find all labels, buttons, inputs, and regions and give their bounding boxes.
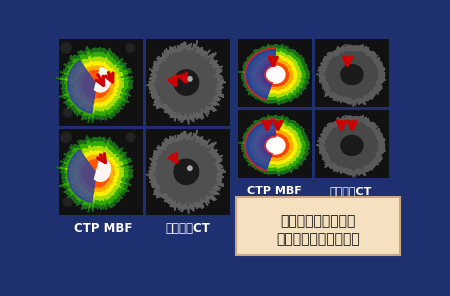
Polygon shape bbox=[68, 150, 96, 202]
Bar bbox=[146, 39, 230, 126]
Bar bbox=[146, 129, 230, 215]
Polygon shape bbox=[146, 130, 225, 214]
Polygon shape bbox=[94, 157, 110, 181]
Circle shape bbox=[63, 197, 73, 207]
Polygon shape bbox=[245, 49, 275, 99]
Polygon shape bbox=[81, 159, 110, 188]
Circle shape bbox=[187, 165, 193, 171]
Polygon shape bbox=[146, 41, 225, 124]
Polygon shape bbox=[71, 150, 119, 197]
Text: CTP MBF: CTP MBF bbox=[248, 186, 302, 196]
Bar bbox=[238, 110, 312, 178]
Bar bbox=[59, 129, 143, 215]
Text: 遅延造影CT: 遅延造影CT bbox=[329, 186, 372, 196]
Polygon shape bbox=[153, 137, 219, 206]
Polygon shape bbox=[238, 44, 310, 105]
Polygon shape bbox=[243, 118, 306, 172]
Polygon shape bbox=[341, 65, 363, 85]
Polygon shape bbox=[341, 136, 363, 155]
Polygon shape bbox=[261, 62, 289, 87]
Polygon shape bbox=[252, 55, 297, 94]
Circle shape bbox=[126, 132, 135, 142]
Polygon shape bbox=[245, 119, 275, 170]
Text: CTP MBF: CTP MBF bbox=[73, 222, 132, 235]
Polygon shape bbox=[60, 140, 129, 207]
Bar bbox=[315, 39, 389, 107]
Polygon shape bbox=[256, 129, 293, 161]
Polygon shape bbox=[261, 133, 289, 157]
Polygon shape bbox=[55, 136, 133, 212]
Polygon shape bbox=[316, 115, 386, 178]
Bar bbox=[238, 39, 312, 107]
Bar bbox=[315, 110, 389, 178]
Polygon shape bbox=[55, 46, 133, 123]
Polygon shape bbox=[66, 56, 124, 113]
Bar bbox=[236, 197, 400, 255]
Polygon shape bbox=[324, 122, 378, 170]
Polygon shape bbox=[81, 70, 110, 99]
Polygon shape bbox=[174, 159, 198, 184]
Polygon shape bbox=[76, 155, 115, 193]
Polygon shape bbox=[153, 48, 219, 117]
Polygon shape bbox=[256, 59, 293, 90]
Polygon shape bbox=[316, 44, 386, 107]
Polygon shape bbox=[324, 51, 378, 100]
Circle shape bbox=[126, 43, 135, 53]
Polygon shape bbox=[60, 51, 129, 118]
Circle shape bbox=[187, 76, 193, 82]
Circle shape bbox=[63, 108, 73, 118]
Polygon shape bbox=[248, 51, 302, 98]
Polygon shape bbox=[174, 70, 198, 95]
Polygon shape bbox=[94, 68, 110, 92]
Circle shape bbox=[60, 42, 72, 54]
Circle shape bbox=[60, 131, 72, 143]
Polygon shape bbox=[266, 66, 285, 83]
Polygon shape bbox=[238, 115, 310, 176]
Polygon shape bbox=[66, 145, 124, 202]
Bar bbox=[59, 39, 143, 126]
Polygon shape bbox=[68, 60, 96, 113]
Polygon shape bbox=[248, 122, 302, 168]
Text: 遅延造影CT: 遅延造影CT bbox=[166, 222, 211, 235]
Polygon shape bbox=[266, 137, 285, 154]
Polygon shape bbox=[76, 65, 115, 104]
Polygon shape bbox=[71, 61, 119, 108]
Text: 心筋虚血ではなく，: 心筋虚血ではなく， bbox=[280, 214, 356, 228]
Polygon shape bbox=[252, 126, 297, 165]
Polygon shape bbox=[243, 48, 306, 101]
Text: 無症候性下壁心筋梗塞: 無症候性下壁心筋梗塞 bbox=[276, 233, 360, 247]
